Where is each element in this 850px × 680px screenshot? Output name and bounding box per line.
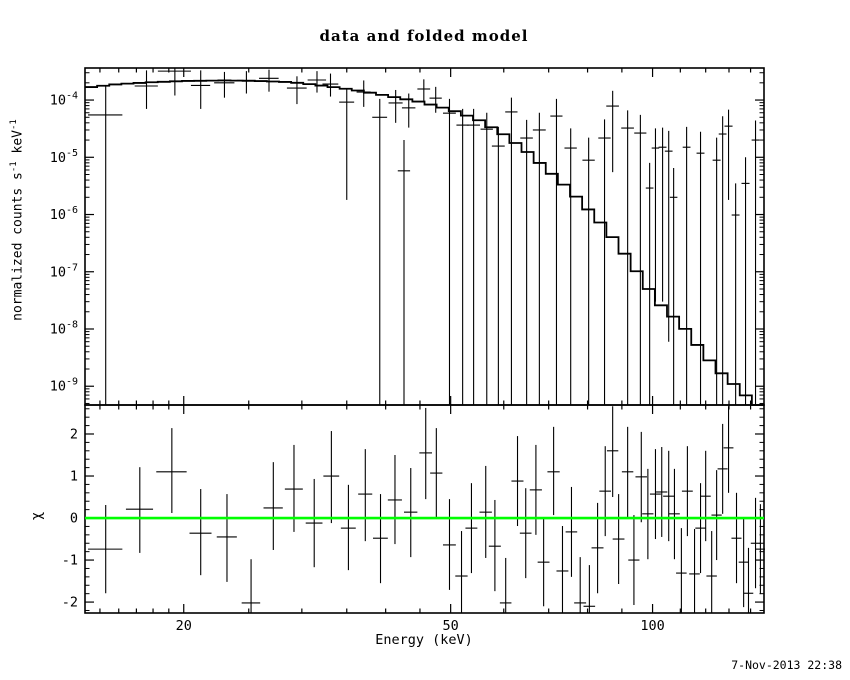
y-tick-label-1e-4: 10-4 [50,91,78,109]
chi-tick-label-1: 1 [70,469,78,485]
y-axis-label-kev-text: keV [10,129,26,162]
x-axis-label: Energy (keV) [375,632,473,648]
x-tick-label-50: 50 [443,618,459,634]
y-tick-label-1e-5: 10-5 [50,148,78,166]
top-y-tick-labels: 10-4 10-5 10-6 10-7 10-8 10-9 [50,91,78,395]
y-axis-label-sup-2: -1 [9,119,19,130]
y-tick-label-1e-9: 10-9 [50,377,78,395]
x-tick-label-20: 20 [176,618,192,634]
y-axis-label-chi: χ [29,511,45,521]
panel-frames [84,67,765,614]
top-y-axis-ticks [85,72,764,404]
y-tick-label-1e-8: 10-8 [50,319,78,337]
y-axis-label-sup-1: -1 [9,161,19,173]
chi-tick-label--2: -2 [62,595,78,611]
chi-tick-label-0: 0 [70,511,78,527]
chi-tick-label--1: -1 [62,553,78,569]
x-tick-label-100: 100 [640,618,664,634]
spectrum-data-points [88,68,760,405]
y-axis-label-counts-text: normalized counts s [10,172,26,321]
residual-data-points [88,406,765,613]
y-tick-label-1e-6: 10-6 [50,205,78,223]
page-title: data and folded model [319,27,529,45]
x-tick-labels: 20 50 100 [176,618,665,634]
bottom-y-tick-labels: 2 1 0 -1 -2 [62,426,78,610]
y-tick-label-1e-7: 10-7 [50,262,78,280]
timestamp: 7-Nov-2013 22:38 [731,658,842,672]
y-axis-label-counts: normalized counts s-1 keV-1 [9,90,25,350]
x-axis-ticks [99,68,752,613]
chi-tick-label-2: 2 [70,426,78,442]
